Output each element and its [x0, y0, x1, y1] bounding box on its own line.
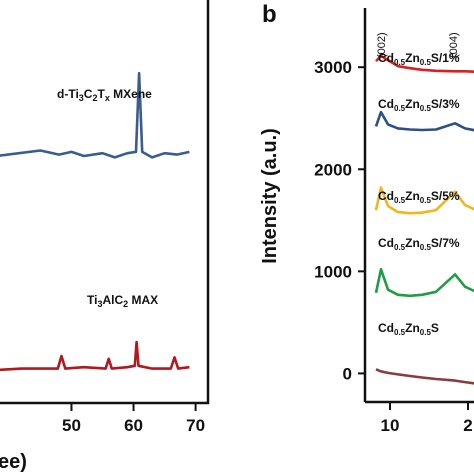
panel-a: 50 60 70 d-Ti3C2Tx MXene Ti3AlC2 MAX ee)	[0, 0, 210, 473]
x-tick-label: 2	[463, 416, 472, 435]
x-tick-label: 70	[186, 416, 205, 435]
y-tick-label: 2000	[314, 160, 352, 179]
series-label: d-Ti3C2Tx MXene	[57, 87, 152, 103]
series-line	[375, 54, 474, 74]
series-line	[374, 110, 474, 132]
series-line	[374, 267, 474, 298]
panel-b-y-axis-title: Intensity (a.u.)	[259, 128, 281, 264]
x-tick-label: 50	[62, 416, 81, 435]
panel-a-frame	[0, 0, 210, 405]
series-line	[0, 340, 190, 372]
panel-a-x-axis-title: ee)	[0, 451, 27, 473]
series-label: Ti3AlC2 MAX	[87, 293, 158, 309]
series-label: Cd0.5Zn0.5S/7%	[378, 236, 460, 252]
series-line	[374, 186, 474, 215]
panel-b-label: b	[262, 1, 277, 28]
series-line	[0, 71, 190, 159]
peak-label-002: (002)	[376, 32, 388, 58]
x-tick-label: 10	[381, 416, 400, 435]
x-tick-label: 60	[124, 416, 143, 435]
panel-b: b Intensity (a.u.) 0 1000 2000 3000 10 2 Cd0.…	[259, 1, 474, 435]
series-label: Cd0.5Zn0.5S/5%	[378, 189, 460, 205]
peak-label-004: (004)	[448, 32, 460, 58]
series-label: Cd0.5Zn0.5S/3%	[378, 97, 460, 113]
series-line	[375, 368, 474, 385]
y-tick-label: 1000	[314, 262, 352, 281]
series-label: Cd0.5Zn0.5S	[378, 321, 439, 337]
y-tick-label: 0	[343, 364, 352, 383]
y-tick-label: 3000	[314, 58, 352, 77]
